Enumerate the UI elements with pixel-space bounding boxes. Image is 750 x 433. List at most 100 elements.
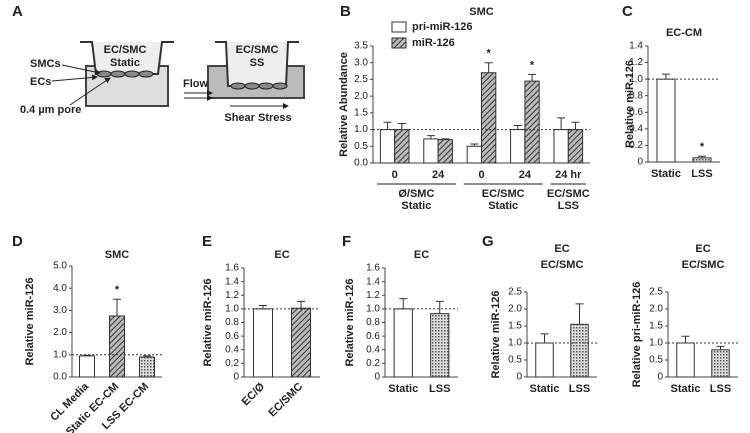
y-tick-label: 1.5 — [354, 107, 368, 118]
chart-subtitle: EC/SMC — [682, 259, 725, 271]
x-tick-label: LSS — [691, 168, 712, 180]
legend-label: pri-miR-126 — [412, 21, 473, 33]
y-tick-label: 1.0 — [225, 304, 239, 315]
error-bar — [662, 73, 670, 80]
y-tick-label: 3.5 — [354, 41, 368, 52]
diagram-title: Static — [110, 57, 140, 69]
error-bar — [383, 121, 392, 130]
error-bar — [513, 125, 522, 130]
label: ECs — [30, 76, 51, 88]
panel-letter: A — [12, 3, 23, 20]
x-tick-label: 24 hr — [555, 169, 582, 181]
y-tick-label: 0.4 — [225, 344, 239, 355]
chart-title: SMC — [469, 6, 494, 18]
x-tick-label: 24 — [432, 169, 445, 181]
y-tick-label: 3.0 — [354, 57, 368, 68]
y-tick-label: 0 — [657, 372, 663, 383]
y-tick-label: 0.8 — [629, 90, 643, 101]
y-tick-label: 0.2 — [629, 140, 643, 151]
chart-title: EC — [274, 249, 289, 261]
y-axis-label: Relative pri-miR-126 — [631, 282, 643, 388]
y-tick-label: 1.0 — [366, 304, 380, 315]
error-bar — [426, 135, 435, 139]
y-tick-label: 0.4 — [629, 123, 643, 134]
y-tick-label: 0.5 — [354, 141, 368, 152]
x-tick-label: Static — [671, 383, 701, 395]
y-tick-label: 2.0 — [649, 304, 663, 315]
y-tick-label: 0 — [516, 372, 522, 383]
y-tick-label: 2.0 — [53, 327, 67, 338]
annotation: * — [530, 59, 535, 71]
y-tick-label: 0 — [233, 372, 239, 383]
bar — [466, 145, 483, 164]
y-tick-label: 0.4 — [366, 344, 380, 355]
y-axis-label: Relative miR-126 — [624, 60, 636, 148]
diagram: A EC/SMC Static SMCs ECs 0.4 µm pore EC/… — [12, 3, 305, 124]
legend-label: miR-126 — [412, 37, 455, 49]
y-tick-label: 2.5 — [508, 287, 522, 298]
x-tick-label: Static — [388, 383, 418, 395]
bar — [423, 138, 439, 164]
y-tick-label: 1.2 — [629, 57, 643, 68]
bar — [535, 342, 554, 378]
panel-letter: F — [342, 233, 351, 250]
panel-letter: B — [340, 3, 351, 20]
panel-letter: C — [622, 3, 633, 20]
error-bar — [259, 304, 267, 309]
y-tick-label: 0.6 — [629, 107, 643, 118]
bar — [481, 72, 497, 164]
y-tick-label: 4.0 — [53, 283, 67, 294]
error-bar — [397, 123, 406, 130]
y-tick-label: 1.6 — [225, 263, 239, 274]
bar — [570, 323, 589, 378]
bar — [676, 342, 695, 378]
group-label: Static — [488, 200, 518, 212]
bar — [379, 129, 396, 164]
error-bar — [143, 355, 151, 358]
y-tick-label: 1.0 — [629, 74, 643, 85]
y-tick-label: 1.6 — [366, 263, 380, 274]
x-tick-label: EC/Ø — [240, 380, 268, 408]
error-bar — [113, 298, 121, 316]
y-axis-label: Relative miR-126 — [490, 290, 502, 378]
y-tick-label: 0.2 — [225, 358, 239, 369]
x-tick-label: LSS — [429, 383, 450, 395]
diagram-title: EC/SMC — [236, 44, 279, 56]
error-bar — [435, 300, 444, 314]
annotation: * — [115, 284, 120, 296]
x-tick-label: LSS — [710, 383, 731, 395]
panel-letter: G — [482, 233, 494, 250]
y-tick-label: 2.5 — [354, 74, 368, 85]
bar — [79, 355, 95, 378]
y-axis-label: Relative miR-126 — [202, 278, 214, 366]
group-label: Ø/SMC — [398, 188, 434, 200]
y-tick-label: 1.0 — [354, 124, 368, 135]
error-bar — [470, 143, 479, 147]
y-tick-label: 3.0 — [53, 305, 67, 316]
chart-title: EC-CM — [666, 27, 702, 39]
chart-title: EC — [554, 243, 569, 255]
x-tick-label: EC/SMC — [266, 381, 305, 420]
bar — [437, 139, 453, 164]
y-tick-label: 2.0 — [354, 91, 368, 102]
x-tick-label: LSS — [569, 383, 590, 395]
group-label: LSS — [558, 200, 579, 212]
error-bar — [681, 335, 690, 343]
y-tick-label: 2.0 — [508, 304, 522, 315]
bar — [109, 315, 125, 378]
cells — [230, 82, 288, 90]
error-bar — [399, 298, 408, 309]
bar — [393, 308, 413, 378]
y-tick-label: 0 — [637, 157, 643, 168]
bar — [553, 129, 569, 164]
error-bar — [297, 300, 305, 309]
group-label: EC/SMC — [482, 188, 525, 200]
diagram-title: SS — [250, 57, 265, 69]
y-tick-label: 0.6 — [366, 331, 380, 342]
y-tick-label: 1.4 — [225, 276, 239, 287]
y-tick-label: 1.0 — [649, 338, 663, 349]
label: Flow — [183, 78, 208, 90]
y-tick-label: 5.0 — [53, 261, 67, 272]
y-tick-label: 1.0 — [508, 338, 522, 349]
